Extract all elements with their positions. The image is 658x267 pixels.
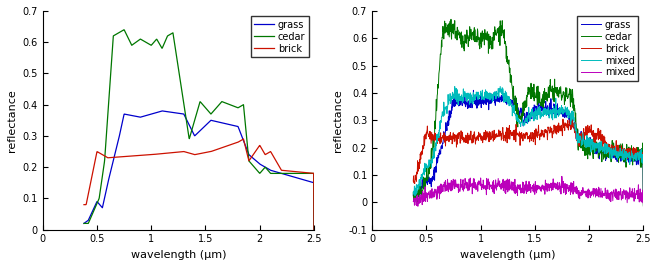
mixed	[640, 202, 647, 205]
mixed	[544, 111, 551, 114]
cedar	[409, 191, 417, 194]
mixed	[549, 177, 557, 180]
grass	[227, 123, 235, 127]
Line: brick: brick	[84, 139, 314, 230]
Line: cedar: cedar	[413, 19, 644, 206]
brick	[278, 169, 286, 172]
grass	[584, 147, 592, 150]
cedar	[556, 92, 564, 95]
X-axis label: wavelength (μm): wavelength (μm)	[131, 250, 226, 260]
mixed	[424, 166, 432, 169]
mixed	[549, 111, 557, 114]
grass	[80, 222, 88, 225]
brick	[568, 116, 576, 120]
Line: brick: brick	[413, 118, 644, 202]
mixed	[558, 175, 566, 178]
Line: mixed: mixed	[413, 87, 644, 201]
mixed	[409, 193, 417, 196]
cedar	[584, 143, 592, 146]
mixed	[584, 145, 592, 148]
brick	[556, 124, 564, 128]
brick	[640, 201, 647, 204]
mixed	[584, 188, 592, 191]
brick	[220, 146, 228, 149]
brick	[94, 151, 102, 154]
grass	[159, 109, 166, 113]
cedar	[608, 145, 616, 148]
brick	[409, 179, 417, 183]
grass	[544, 107, 551, 110]
brick	[608, 144, 616, 147]
Y-axis label: reflectance: reflectance	[7, 89, 17, 152]
mixed	[608, 150, 616, 154]
grass	[424, 183, 432, 186]
cedar	[640, 204, 647, 207]
grass	[214, 120, 222, 124]
Y-axis label: reflectance: reflectance	[333, 89, 343, 152]
brick	[543, 129, 551, 133]
grass	[640, 201, 647, 204]
cedar	[278, 172, 286, 175]
brick	[310, 228, 318, 231]
grass	[470, 89, 478, 92]
cedar	[255, 171, 263, 174]
Line: mixed: mixed	[413, 176, 644, 206]
grass	[549, 110, 557, 113]
cedar	[549, 98, 557, 101]
grass	[310, 228, 318, 231]
Line: cedar: cedar	[84, 30, 314, 230]
cedar	[220, 101, 228, 104]
mixed	[424, 192, 432, 195]
grass	[608, 150, 616, 154]
cedar	[214, 104, 222, 108]
brick	[214, 148, 222, 151]
cedar	[310, 228, 318, 231]
grass	[556, 108, 564, 111]
brick	[226, 143, 234, 146]
grass	[255, 162, 263, 165]
Legend: grass, cedar, brick, mixed, mixed: grass, cedar, brick, mixed, mixed	[578, 16, 638, 81]
brick	[549, 132, 557, 136]
brick	[80, 203, 88, 206]
Line: grass: grass	[413, 90, 644, 202]
Line: grass: grass	[84, 111, 314, 230]
grass	[278, 172, 286, 175]
mixed	[556, 190, 564, 193]
cedar	[120, 28, 128, 31]
mixed	[556, 112, 564, 115]
cedar	[94, 199, 102, 202]
X-axis label: wavelength (μm): wavelength (μm)	[460, 250, 555, 260]
cedar	[447, 18, 455, 21]
brick	[240, 138, 247, 141]
brick	[424, 124, 432, 128]
cedar	[80, 222, 88, 225]
mixed	[414, 205, 422, 208]
grass	[409, 194, 417, 197]
mixed	[608, 191, 616, 194]
mixed	[496, 85, 504, 88]
cedar	[227, 103, 235, 107]
brick	[255, 145, 263, 148]
grass	[220, 122, 228, 125]
brick	[584, 127, 592, 130]
cedar	[544, 100, 551, 103]
mixed	[544, 190, 551, 193]
mixed	[640, 199, 647, 202]
cedar	[424, 178, 432, 181]
grass	[94, 201, 102, 204]
mixed	[409, 200, 417, 203]
Legend: grass, cedar, brick: grass, cedar, brick	[251, 16, 309, 57]
